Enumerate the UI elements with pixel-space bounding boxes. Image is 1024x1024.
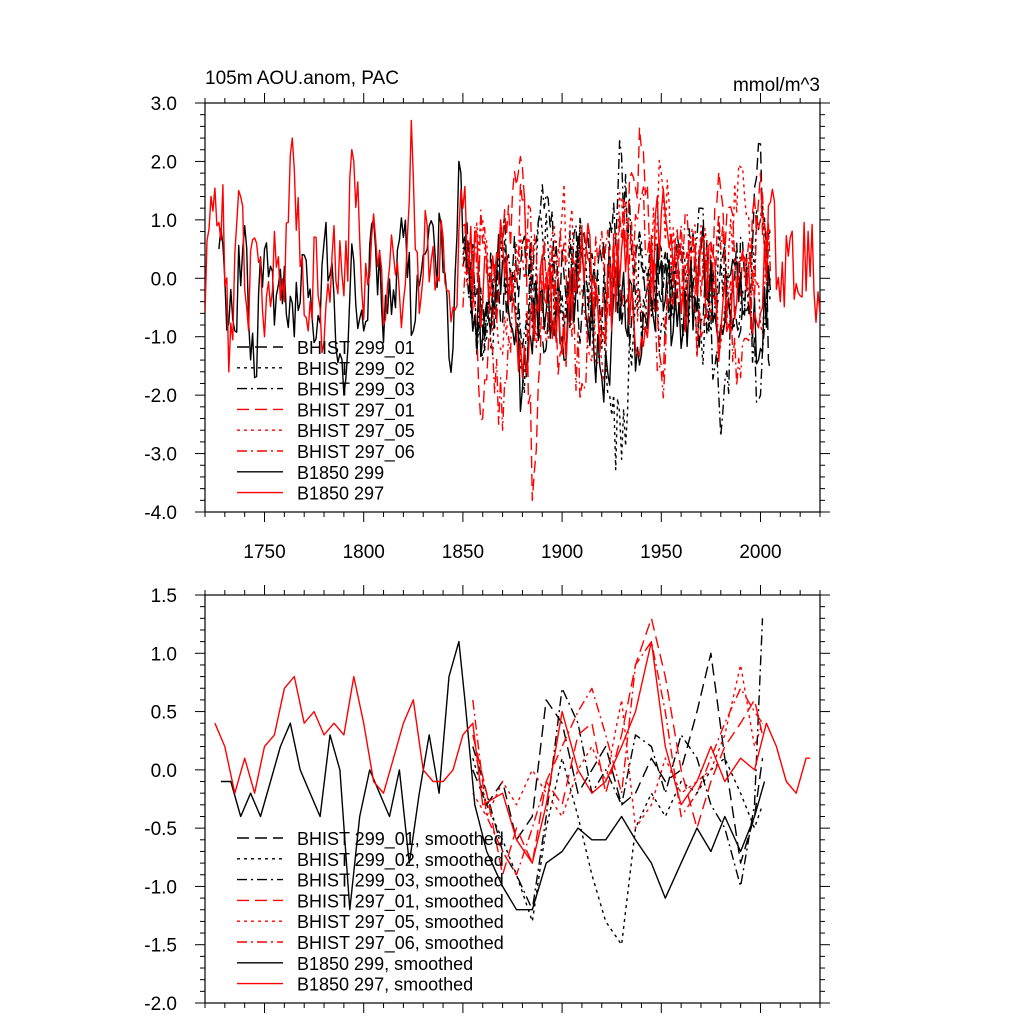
series-line [220,640,766,911]
legend-label: BHIST 299_01 [297,338,415,359]
x-tick-label: 1900 [541,542,583,563]
legend-label: BHIST 299_02 [297,359,415,380]
y-tick-label: -2.0 [144,386,177,407]
legend-label: BHIST 297_06 [297,442,415,463]
legend-label: BHIST 299_03 [297,380,415,401]
legend-label: B1850 299, smoothed [297,954,473,974]
y-tick-label: 3.0 [151,94,177,115]
x-tick-label: 2000 [739,542,781,563]
series-line [472,757,764,946]
y-tick-label: 1.0 [151,211,177,232]
y-tick-label: 0.0 [151,761,177,782]
x-tick-label: 1750 [243,542,285,563]
series-line [214,640,811,864]
series-line [205,119,820,379]
y-tick-label: 0.5 [151,703,177,724]
y-tick-label: -4.0 [144,503,177,524]
series-line [462,127,772,501]
bottom-panel: -2.0 -1.5 -1.0 -0.5 0.0 0.5 1.0 1.5 BHIST 299_01… [144,585,830,1015]
y-tick-label: 1.5 [151,586,177,607]
legend-label: B1850 297 [297,484,384,504]
legend-label: BHIST 299_01, smoothed [297,829,504,850]
y-tick-label: -1.0 [144,877,177,898]
legend-label: BHIST 297_01 [297,400,415,421]
y-tick-label: -1.5 [144,936,177,957]
legend-label: BHIST 297_01, smoothed [297,891,504,912]
units-label: mmol/m^3 [733,75,820,96]
series-line [472,652,764,864]
series-group [214,617,811,946]
legend-label: B1850 299 [297,463,384,483]
chart-title: 105m AOU.anom, PAC [205,68,399,89]
series-line [472,618,764,911]
legend-label: BHIST 299_02, smoothed [297,850,504,871]
y-tick-label: 0.0 [151,269,177,290]
series-line [472,617,764,876]
legend-label: BHIST 297_06, smoothed [297,933,504,954]
series-line [218,160,772,413]
y-tick-label: 1.0 [151,644,177,665]
top-panel: 105m AOU.anom, PAC mmol/m^3 1750 1800 1850… [144,68,830,563]
legend-label: BHIST 299_03, smoothed [297,871,504,892]
x-tick-label: 1950 [640,542,682,563]
series-line [472,664,764,829]
legend-label: BHIST 297_05 [297,421,415,442]
y-tick-label: -0.5 [144,819,177,840]
legend-label: BHIST 297_05, smoothed [297,912,504,933]
legend-label: B1850 297, smoothed [297,975,473,995]
x-tick-label: 1800 [343,542,385,563]
x-tick-label: 1850 [442,542,484,563]
series-group [205,119,820,501]
plot-frame [204,594,821,1004]
y-tick-label: -1.0 [144,328,177,349]
y-tick-label: -2.0 [144,994,177,1015]
y-tick-label: -3.0 [144,445,177,466]
y-tick-label: 2.0 [151,152,177,173]
